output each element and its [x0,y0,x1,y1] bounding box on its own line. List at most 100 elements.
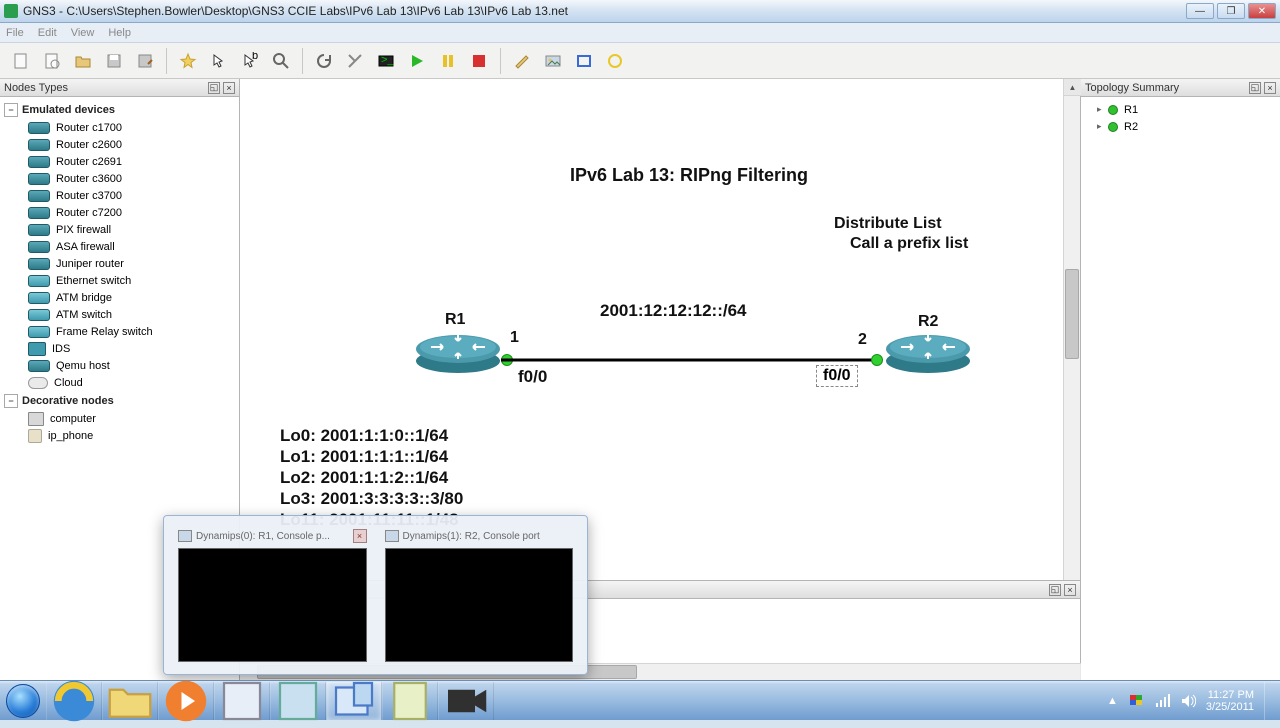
device-router-c2691[interactable]: Router c2691 [4,153,237,170]
device-ids[interactable]: IDS [4,340,237,357]
device-label: Router c2600 [56,139,122,151]
nodes-types-header: Nodes Types ◱ × [0,79,239,97]
topology-node-r2[interactable]: ▸R2 [1085,118,1276,135]
taskbar-putty[interactable] [326,682,382,720]
if2-label[interactable]: f0/0 [816,365,858,387]
device-router-c2600[interactable]: Router c2600 [4,136,237,153]
note-prefix: Call a prefix list [850,235,968,253]
select-move-button[interactable]: b [237,48,263,74]
taskbar-explorer[interactable] [102,682,158,720]
rect-shape-button[interactable] [571,48,597,74]
panel-float-button[interactable]: ◱ [1249,82,1261,94]
collapse-icon[interactable]: − [4,103,18,117]
device-router-c3600[interactable]: Router c3600 [4,170,237,187]
device-router-c1700[interactable]: Router c1700 [4,119,237,136]
system-tray[interactable]: ▲ 11:27 PM 3/25/2011 [1099,682,1280,720]
taskbar-app1[interactable] [214,682,270,720]
start-button[interactable] [0,681,46,721]
topology-tree[interactable]: ▸R1▸R2 [1081,97,1280,139]
taskbar-camtasia[interactable] [438,682,494,720]
taskbar-app2[interactable] [270,682,326,720]
open-button[interactable] [70,48,96,74]
close-button[interactable]: ✕ [1248,3,1276,19]
select-button[interactable] [206,48,232,74]
tray-flag-icon[interactable] [1128,693,1144,709]
telnet-button[interactable] [342,48,368,74]
device-computer[interactable]: computer [4,410,237,427]
circle-shape-button[interactable] [602,48,628,74]
device-router-c7200[interactable]: Router c7200 [4,204,237,221]
note-button[interactable] [509,48,535,74]
tray-volume-icon[interactable] [1180,693,1196,709]
device-asa-firewall[interactable]: ASA firewall [4,238,237,255]
vscroll-thumb[interactable] [1065,269,1079,359]
device-juniper-router[interactable]: Juniper router [4,255,237,272]
taskbar-notepad[interactable] [382,682,438,720]
menu-view[interactable]: View [71,27,95,39]
device-pix-firewall[interactable]: PIX firewall [4,221,237,238]
emulated-category[interactable]: − Emulated devices [4,100,237,119]
menu-help[interactable]: Help [108,27,131,39]
device-router-c3700[interactable]: Router c3700 [4,187,237,204]
tray-clock[interactable]: 11:27 PM 3/25/2011 [1206,689,1254,713]
decorative-category[interactable]: − Decorative nodes [4,391,237,410]
collapse-icon[interactable]: − [4,394,18,408]
taskbar-wmp[interactable] [158,682,214,720]
tray-network-icon[interactable] [1154,693,1170,709]
play-button[interactable] [404,48,430,74]
stop-button[interactable] [466,48,492,74]
reload-button[interactable] [311,48,337,74]
expand-icon[interactable]: ▸ [1097,121,1106,132]
taskbar-ie[interactable] [46,682,102,720]
tray-time: 11:27 PM [1206,689,1254,701]
tray-up-icon[interactable]: ▲ [1107,695,1118,707]
window-title: GNS3 - C:\Users\Stephen.Bowler\Desktop\G… [23,4,1186,18]
minimize-button[interactable]: — [1186,3,1214,19]
router-r2[interactable] [883,331,973,376]
nodes-types-title: Nodes Types [4,82,205,94]
preview-icon [385,530,399,542]
maximize-button[interactable]: ❐ [1217,3,1245,19]
save-button[interactable] [101,48,127,74]
device-frame-relay-switch[interactable]: Frame Relay switch [4,323,237,340]
loopback-line: Lo3: 2001:3:3:3:3::3/80 [280,488,463,509]
panel-close-button[interactable]: × [223,82,235,94]
console-button[interactable]: >_ [373,48,399,74]
router-r1[interactable] [413,331,503,376]
menu-edit[interactable]: Edit [38,27,57,39]
image-button[interactable] [540,48,566,74]
preview-r2-console[interactable]: Dynamips(1): R2, Console port [385,528,574,662]
loopback-line: Lo1: 2001:1:1:1::1/64 [280,446,463,467]
zoom-button[interactable] [268,48,294,74]
panel-close-button[interactable]: × [1264,82,1276,94]
preview-thumbnail[interactable] [178,548,367,662]
device-ethernet-switch[interactable]: Ethernet switch [4,272,237,289]
preview-close-button[interactable]: × [353,529,367,543]
panel-float-button[interactable]: ◱ [208,82,220,94]
device-label: PIX firewall [56,224,111,236]
expand-icon[interactable]: ▸ [1097,104,1106,115]
device-atm-bridge[interactable]: ATM bridge [4,289,237,306]
scroll-up-icon[interactable]: ▲ [1064,79,1081,96]
device-atm-switch[interactable]: ATM switch [4,306,237,323]
pause-button[interactable] [435,48,461,74]
panel-float-button[interactable]: ◱ [1049,584,1061,596]
status-dot-icon [1108,105,1118,115]
saveas-button[interactable] [132,48,158,74]
preview-r1-console[interactable]: Dynamips(0): R1, Console p... × [178,528,367,662]
new-blank-button[interactable] [8,48,34,74]
preview-icon [178,530,192,542]
device-icon [28,156,50,168]
device-label: Router c3700 [56,190,122,202]
menu-file[interactable]: File [6,27,24,39]
device-icon [28,377,48,389]
topology-node-r1[interactable]: ▸R1 [1085,101,1276,118]
panel-close-button[interactable]: × [1064,584,1076,596]
device-cloud[interactable]: Cloud [4,374,237,391]
device-ip_phone[interactable]: ip_phone [4,427,237,444]
snapshot-button[interactable] [175,48,201,74]
device-qemu-host[interactable]: Qemu host [4,357,237,374]
preview-thumbnail[interactable] [385,548,574,662]
show-desktop-button[interactable] [1264,682,1272,720]
new-project-button[interactable] [39,48,65,74]
